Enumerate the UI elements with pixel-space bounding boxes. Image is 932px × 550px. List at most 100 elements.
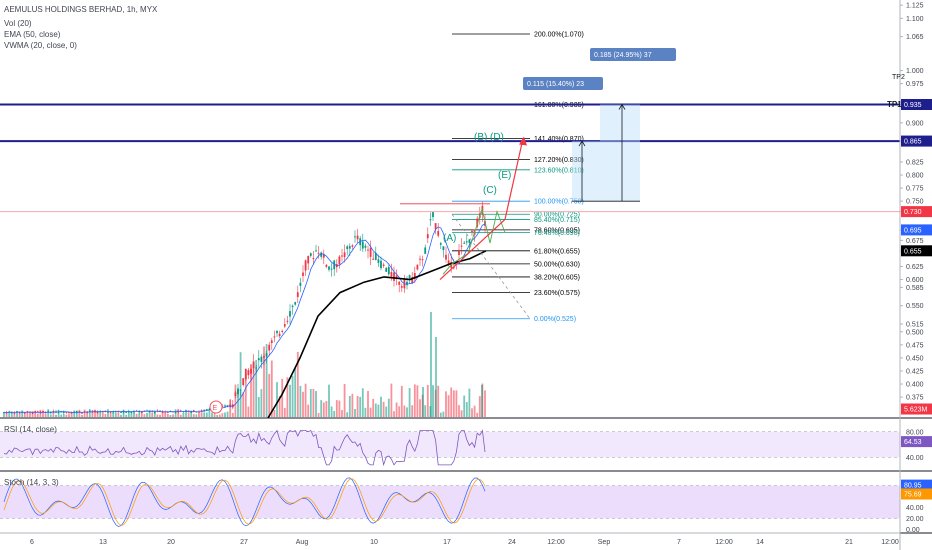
legend-ema[interactable]: EMA (50, close) bbox=[4, 30, 61, 39]
volume-bar bbox=[315, 391, 317, 417]
legend-stoch[interactable]: Stoch (14, 3, 3) bbox=[4, 478, 59, 487]
rsi-tick-label: 40.00 bbox=[906, 455, 924, 462]
candle-body bbox=[476, 218, 479, 227]
volume-bar bbox=[216, 414, 219, 417]
volume-bar bbox=[320, 400, 323, 417]
candle-body bbox=[445, 254, 447, 260]
candle-body bbox=[442, 246, 445, 251]
volume-bar bbox=[432, 385, 434, 417]
candle-body bbox=[260, 356, 263, 362]
candle-body bbox=[140, 411, 143, 413]
volume-bar bbox=[242, 392, 245, 417]
volume-bar bbox=[424, 405, 427, 417]
candle-body bbox=[278, 333, 281, 337]
volume-bar bbox=[34, 412, 37, 417]
volume-bar bbox=[361, 388, 364, 417]
stoch-k-line bbox=[3, 477, 486, 527]
volume-bar bbox=[463, 395, 466, 417]
volume-bar bbox=[302, 391, 304, 417]
volume-bar bbox=[351, 393, 354, 417]
volume-bar bbox=[411, 405, 414, 417]
volume-bar bbox=[42, 411, 44, 417]
volume-bar bbox=[86, 411, 89, 417]
projection-box bbox=[572, 141, 600, 202]
price-tick-label: 0.975 bbox=[906, 81, 924, 88]
candle-body bbox=[351, 245, 354, 247]
volume-bar bbox=[21, 410, 24, 417]
volume-bar bbox=[328, 384, 330, 417]
volume-bar bbox=[255, 359, 258, 417]
volume-bars bbox=[3, 312, 486, 417]
volume-bar bbox=[374, 403, 377, 417]
volume-bar bbox=[343, 383, 346, 417]
time-tick-label: 7 bbox=[677, 539, 681, 546]
volume-bar bbox=[36, 413, 39, 417]
volume-bar bbox=[231, 412, 234, 417]
candle-body bbox=[42, 411, 44, 413]
volume-bar bbox=[117, 412, 120, 417]
volume-bar bbox=[81, 414, 83, 417]
volume-bar bbox=[99, 412, 102, 417]
candle-body bbox=[255, 367, 258, 369]
volume-bar bbox=[195, 414, 198, 417]
volume-bar bbox=[49, 414, 52, 417]
volume-bar bbox=[422, 387, 424, 417]
candle-body bbox=[203, 409, 206, 411]
candle-body bbox=[153, 412, 156, 414]
volume-bar bbox=[468, 388, 471, 417]
volume-bar bbox=[286, 377, 289, 417]
volume-bar bbox=[356, 396, 359, 417]
fib-level-label: 127.20%(0.830) bbox=[534, 157, 584, 164]
volume-bar bbox=[338, 400, 341, 417]
time-tick-label: 12:00 bbox=[547, 539, 565, 546]
candle-body bbox=[361, 241, 364, 249]
candle-body bbox=[148, 411, 151, 413]
fib-level-label: 200.00%(1.070) bbox=[534, 31, 584, 38]
volume-bar bbox=[218, 414, 221, 417]
volume-bar bbox=[458, 405, 460, 417]
candle-body bbox=[429, 219, 432, 221]
price-tag-label: 5.623M bbox=[904, 407, 928, 414]
volume-bar bbox=[135, 413, 138, 417]
price-tick-label: 1.100 bbox=[906, 16, 924, 23]
volume-bar bbox=[380, 396, 382, 417]
candle-body bbox=[341, 255, 343, 257]
candle-body bbox=[426, 234, 429, 239]
candle-body bbox=[252, 361, 255, 369]
rsi-tag-bg bbox=[901, 436, 932, 448]
price-tick-label: 0.750 bbox=[906, 199, 924, 206]
candle-body bbox=[159, 410, 161, 412]
legend-volume[interactable]: Vol (20) bbox=[4, 19, 32, 28]
candle-body bbox=[125, 411, 128, 413]
volume-bar bbox=[369, 407, 372, 417]
volume-bar bbox=[341, 410, 343, 417]
price-tag-bg bbox=[901, 99, 932, 110]
price-tick-label: 1.125 bbox=[906, 3, 924, 10]
volume-bar bbox=[148, 410, 151, 417]
volume-bar bbox=[359, 396, 362, 417]
earnings-marker[interactable] bbox=[209, 400, 223, 414]
candle-body bbox=[70, 412, 73, 414]
candle-body bbox=[265, 353, 268, 357]
time-tick-label: 24 bbox=[508, 539, 516, 546]
candle-body bbox=[200, 410, 203, 412]
candle-body bbox=[239, 389, 242, 391]
fib-level-label: 23.60%(0.575) bbox=[534, 290, 580, 297]
volume-bar bbox=[309, 389, 312, 417]
candle-body bbox=[452, 267, 455, 269]
legend-rsi[interactable]: RSI (14, close) bbox=[4, 425, 57, 434]
candle-body bbox=[244, 368, 247, 380]
stoch-k-tag: 80.95 bbox=[904, 483, 922, 490]
fib-level-label: 61.80%(0.655) bbox=[534, 248, 580, 255]
legend-vwma[interactable]: VWMA (20, close, 0) bbox=[4, 41, 77, 50]
candle-body bbox=[369, 247, 372, 257]
volume-bar bbox=[296, 351, 299, 417]
volume-bar bbox=[442, 411, 445, 417]
stoch-d-tag-bg bbox=[901, 488, 932, 500]
volume-bar bbox=[307, 404, 310, 417]
volume-bar bbox=[455, 390, 458, 417]
candle-body bbox=[468, 239, 471, 243]
price-tick-label: 0.400 bbox=[906, 382, 924, 389]
volume-bar bbox=[187, 413, 190, 417]
